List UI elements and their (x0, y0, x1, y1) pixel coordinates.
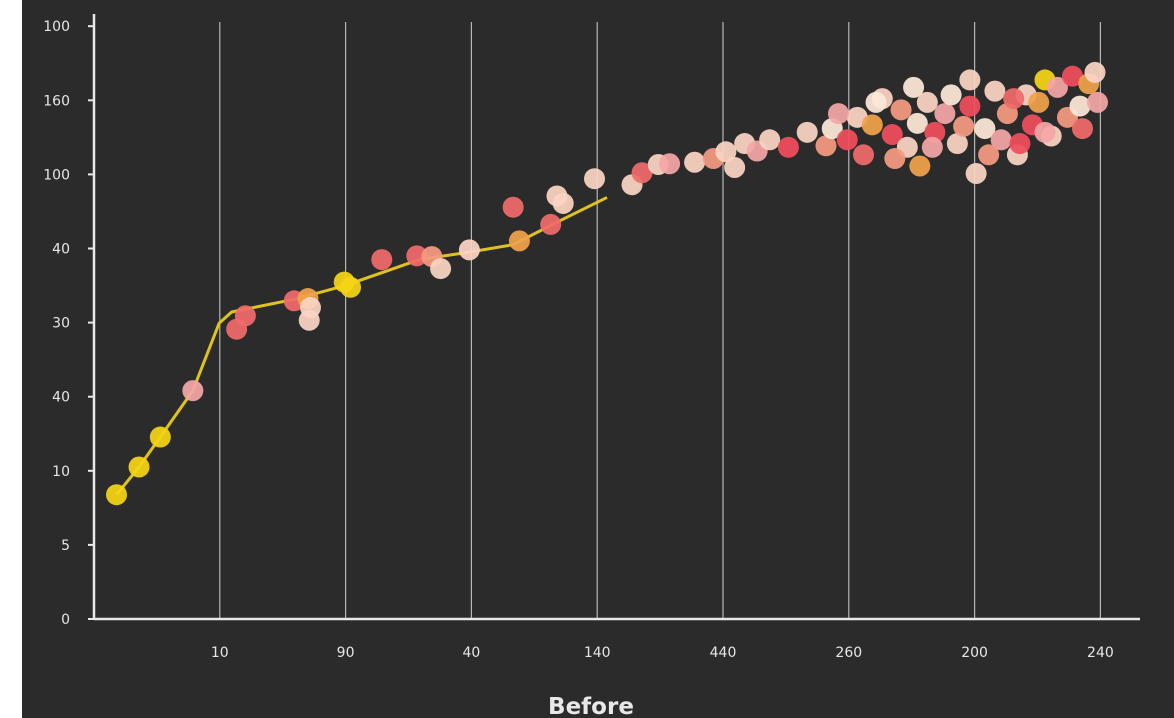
data-point (128, 456, 150, 478)
x-tick-label: 440 (710, 645, 737, 661)
data-point (959, 69, 981, 91)
axes (92, 14, 1140, 621)
data-point (1087, 91, 1109, 113)
data-point (1028, 91, 1050, 113)
y-tick-label: 0 (61, 612, 70, 628)
data-point (659, 153, 681, 175)
data-point (234, 305, 256, 327)
data-point (796, 121, 818, 143)
scatter-chart: 0 5 10 40 30 40 100 160 100 10 90 40 140 440 260 200 24… (43, 14, 1140, 718)
data-point (406, 245, 428, 267)
data-point (458, 239, 480, 261)
data-point (853, 144, 875, 166)
data-point (1069, 95, 1091, 117)
x-tick-label: 260 (835, 645, 862, 661)
y-tick-label: 40 (52, 242, 70, 258)
x-tick-label: 140 (584, 645, 611, 661)
data-point (1061, 65, 1083, 87)
data-point (946, 133, 968, 155)
x-tick-label: 10 (211, 645, 229, 661)
data-point (715, 141, 737, 163)
data-point (890, 99, 912, 121)
x-tick-labels: 10 90 40 140 440 260 200 240 (211, 645, 1114, 661)
data-point (861, 114, 883, 136)
data-point (182, 380, 204, 402)
y-tick-labels: 0 5 10 40 30 40 100 160 100 (43, 19, 94, 628)
data-point (724, 157, 746, 179)
y-tick-label: 5 (61, 538, 70, 554)
data-point (1071, 118, 1093, 140)
data-point (990, 129, 1012, 151)
data-point (1046, 76, 1068, 98)
data-point (371, 249, 393, 271)
data-point (940, 84, 962, 106)
data-point (631, 162, 653, 184)
data-point (836, 129, 858, 151)
data-point (1009, 133, 1031, 155)
data-point (540, 213, 562, 235)
data-point (884, 148, 906, 170)
x-tick-label: 90 (337, 645, 355, 661)
x-tick-label: 200 (961, 645, 988, 661)
y-tick-label: 10 (52, 464, 70, 480)
chart-frame: 0 5 10 40 30 40 100 160 100 10 90 40 140 440 260 200 24… (22, 0, 1174, 718)
data-point (106, 484, 128, 506)
y-tick-label: 100 (43, 167, 70, 183)
x-tick-label: 40 (462, 645, 480, 661)
data-points (106, 61, 1109, 506)
y-tick-label: 30 (52, 316, 70, 332)
data-point (584, 168, 605, 190)
data-point (865, 91, 887, 113)
data-point (959, 95, 981, 117)
data-point (815, 135, 837, 157)
data-point (1003, 88, 1025, 110)
y-tick-label: 40 (52, 390, 70, 406)
data-point (777, 136, 799, 158)
trend-line-path (115, 196, 608, 496)
data-point (921, 136, 943, 158)
data-point (916, 91, 938, 113)
y-tick-label: 160 (43, 93, 70, 109)
data-point (953, 115, 975, 137)
data-point (965, 162, 987, 184)
y-tick-label: 100 (43, 19, 70, 35)
data-point (508, 230, 530, 252)
data-point (984, 80, 1006, 102)
data-point (299, 297, 321, 319)
x-tick-label: 240 (1087, 645, 1114, 661)
data-point (684, 151, 706, 173)
x-axis-title: Before (548, 694, 634, 718)
data-point (881, 124, 903, 146)
data-point (149, 426, 171, 448)
data-point (903, 76, 925, 98)
data-point (759, 129, 781, 151)
data-point (340, 276, 362, 298)
data-point (909, 155, 931, 177)
data-point (1034, 121, 1056, 143)
data-point (1084, 61, 1106, 83)
data-point (552, 192, 574, 214)
data-point (430, 258, 452, 280)
data-point (827, 103, 849, 125)
data-point (906, 112, 928, 134)
data-point (974, 118, 996, 140)
trend-line (115, 196, 608, 496)
data-point (978, 144, 1000, 166)
data-point (934, 103, 956, 125)
data-point (502, 196, 524, 218)
